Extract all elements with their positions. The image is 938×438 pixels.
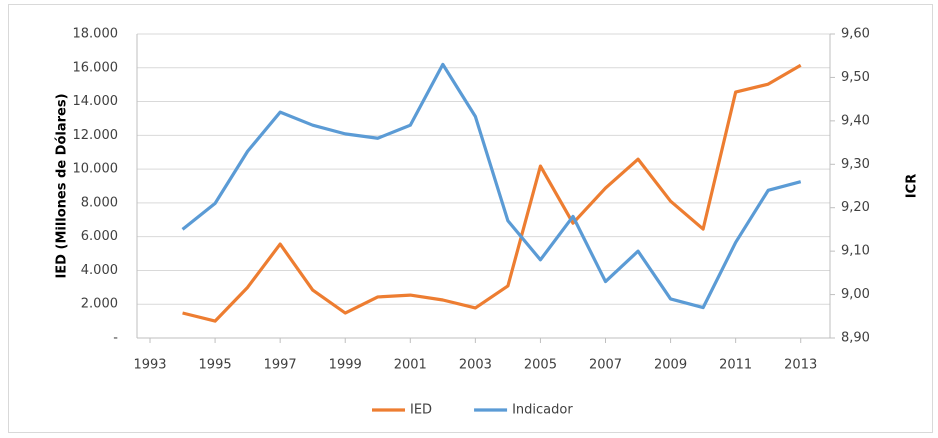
y-tick-label: 18.000 bbox=[73, 27, 119, 42]
y2-axis-title: ICR bbox=[905, 174, 920, 198]
x-tick-label: 2011 bbox=[719, 358, 752, 373]
line-series bbox=[181, 62, 802, 310]
y-tick-label: 4.000 bbox=[81, 263, 118, 278]
chart-border bbox=[8, 4, 933, 433]
x-tick-label: 1995 bbox=[199, 358, 232, 373]
y-tick-label: 16.000 bbox=[73, 60, 119, 75]
x-tick-label: 2007 bbox=[589, 358, 622, 373]
x-tick-label: 1997 bbox=[264, 358, 297, 373]
y-tick-label: 6.000 bbox=[81, 229, 118, 244]
y-axis-title: IED (Millones de Dólares) bbox=[55, 93, 70, 278]
y2-tick-label: 9,30 bbox=[841, 157, 870, 172]
x-tick-label: 1999 bbox=[329, 358, 362, 373]
y-tick-label: 10.000 bbox=[73, 162, 119, 177]
y-tick-label: 8.000 bbox=[81, 195, 118, 210]
y2-tick-label: 9,10 bbox=[841, 244, 870, 259]
y-tick-label: 12.000 bbox=[73, 128, 119, 143]
y2-tick-label: 9,60 bbox=[841, 27, 870, 42]
legend-label: Indicador bbox=[512, 403, 573, 418]
y2-tick-label: 9,20 bbox=[841, 200, 870, 215]
y2-tick-label: 8,90 bbox=[841, 331, 870, 346]
line-series bbox=[182, 63, 802, 323]
x-tick-label: 2001 bbox=[394, 358, 427, 373]
y2-tick-label: 9,40 bbox=[841, 113, 870, 128]
x-tick-label: 1993 bbox=[133, 358, 166, 373]
y-tick-label: 2.000 bbox=[81, 297, 118, 312]
legend-label: IED bbox=[410, 403, 432, 418]
x-tick-label: 2013 bbox=[784, 358, 817, 373]
x-tick-label: 2009 bbox=[654, 358, 687, 373]
y2-tick-label: 9,50 bbox=[841, 70, 870, 85]
y-tick-label: - bbox=[113, 331, 118, 346]
y-tick-label: 14.000 bbox=[73, 94, 119, 109]
x-tick-label: 2003 bbox=[459, 358, 492, 373]
x-tick-label: 2005 bbox=[524, 358, 557, 373]
y2-tick-label: 9,00 bbox=[841, 287, 870, 302]
